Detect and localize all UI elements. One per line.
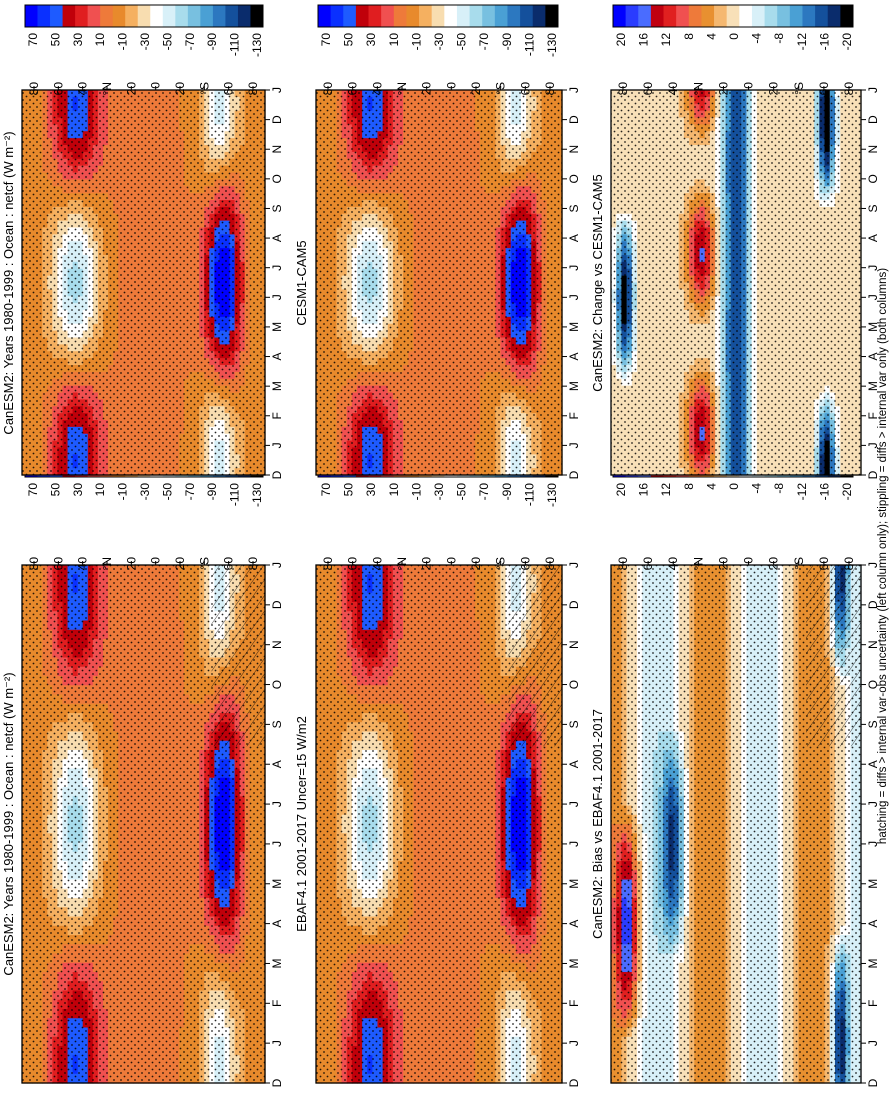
month-tick-label: A	[270, 760, 284, 768]
colorbar-label: 30	[71, 483, 85, 497]
panel-title: CanESM2: Years 1980-1999 : Ocean : netcf…	[1, 672, 16, 975]
lat-tick-label: °S	[197, 557, 211, 570]
month-tick-label: D	[270, 1078, 284, 1087]
lat-tick-label: 20	[124, 557, 138, 571]
month-tick-label: D	[270, 600, 284, 609]
month-tick-label: M	[270, 879, 284, 889]
lat-tick-label: 60	[51, 557, 65, 571]
colorbar-label: -30	[138, 483, 152, 501]
hatching	[211, 565, 265, 747]
month-tick-label: F	[270, 1000, 284, 1007]
lat-tick-label: 40	[76, 557, 90, 571]
month-tick-label: N	[270, 640, 284, 649]
lat-tick-label: 60	[222, 557, 236, 571]
colorbar-label: -10	[116, 483, 130, 501]
colorbar-label: 50	[48, 483, 62, 497]
lat-tick-label: 80	[246, 557, 260, 571]
month-tick-label: S	[270, 720, 284, 728]
colorbar-label: -90	[205, 483, 219, 501]
colorbar-label: 70	[26, 483, 40, 497]
colorbar-label: -70	[183, 483, 197, 501]
colorbar-label: 10	[93, 483, 107, 497]
month-tick-label: J	[270, 801, 284, 807]
panels: D J F M A M J J A S O N D J 70 50 30 10 -10 -30 -50 -70 -90 -11…	[1, 4, 880, 1087]
month-tick-label: A	[270, 920, 284, 928]
month-tick-label: J	[270, 562, 284, 568]
colorbar-label: -50	[160, 483, 174, 501]
month-tick-label: J	[270, 1040, 284, 1046]
month-tick-label: O	[270, 680, 284, 689]
lat-tick-label: 0	[149, 557, 163, 564]
colorbar-label: -130	[250, 483, 264, 507]
lat-tick-label: 80	[27, 557, 41, 571]
lat-tick-label: °N	[100, 557, 114, 570]
month-tick-label: J	[270, 841, 284, 847]
colorbar-label: -110	[228, 483, 242, 506]
panel-left-top: D J F M A M J J A S O N D J 70 50 30 10 -10 -30 -50 -70 -90 -11…	[1, 454, 284, 1087]
month-tick-label: M	[270, 958, 284, 968]
month-axis: D J F M A M J J A S O N D J	[265, 562, 284, 1087]
lat-tick-label: 20	[173, 557, 187, 571]
